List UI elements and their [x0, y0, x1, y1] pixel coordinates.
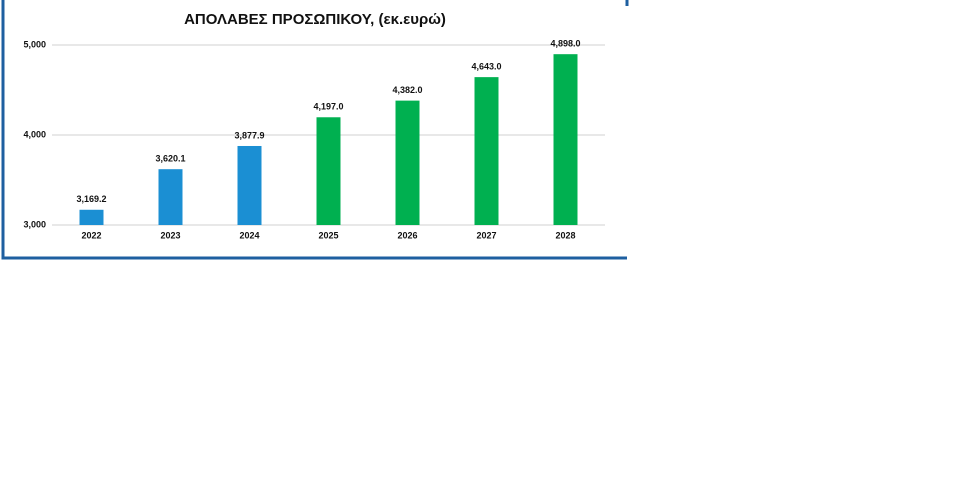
bar: [395, 100, 420, 225]
x-tick-label: 2024: [239, 230, 259, 240]
y-tick-label: 5,000: [23, 39, 46, 49]
x-tick-label: 2028: [555, 230, 575, 240]
frame-border: [1, 0, 629, 260]
value-label: 4,898.0: [550, 39, 580, 49]
value-label: 4,382.0: [392, 85, 422, 95]
value-label: 3,620.1: [155, 154, 185, 164]
y-tick-label: 4,000: [23, 129, 46, 139]
value-label: 3,877.9: [234, 130, 264, 140]
x-tick-label: 2027: [476, 230, 496, 240]
x-tick-label: 2025: [318, 230, 338, 240]
x-tick-label: 2022: [81, 230, 101, 240]
value-label: 4,643.0: [471, 62, 501, 72]
bar: [553, 54, 578, 226]
chart-frame: [3, 1, 626, 258]
chart-title: ΑΠΟΛΑΒΕΣ ΠΡΟΣΩΠΙΚΟΥ, (εκ.ευρώ): [184, 11, 446, 28]
value-label: 3,169.2: [76, 194, 106, 204]
bar: [316, 117, 341, 225]
bar: [237, 145, 262, 225]
value-label: 4,197.0: [313, 102, 343, 112]
x-tick-label: 2026: [397, 230, 417, 240]
bar: [474, 77, 499, 225]
x-tick-label: 2023: [160, 230, 180, 240]
bar: [158, 169, 183, 225]
bar: [79, 209, 104, 225]
y-tick-label: 3,000: [23, 219, 46, 229]
